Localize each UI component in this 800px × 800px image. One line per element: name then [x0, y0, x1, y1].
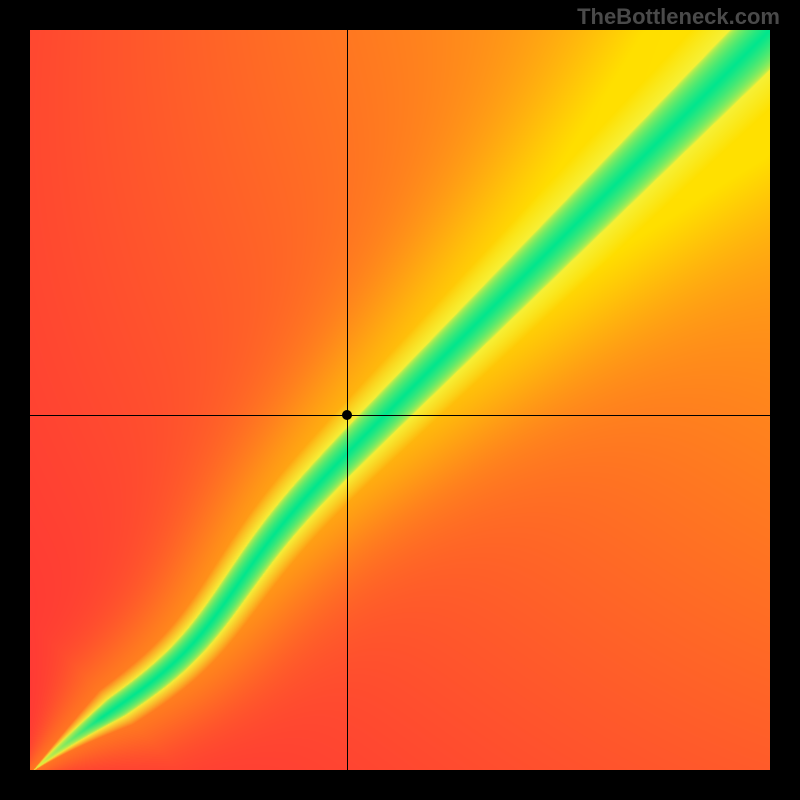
crosshair-horizontal	[30, 415, 770, 416]
plot-area	[30, 30, 770, 770]
crosshair-marker	[342, 410, 352, 420]
crosshair-vertical	[347, 30, 348, 770]
attribution-text: TheBottleneck.com	[577, 4, 780, 30]
chart-container: TheBottleneck.com	[0, 0, 800, 800]
heatmap-canvas	[30, 30, 770, 770]
